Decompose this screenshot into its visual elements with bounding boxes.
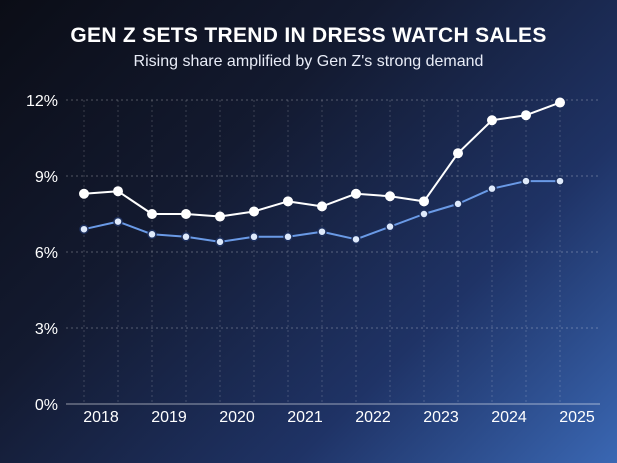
- data-point: [283, 196, 293, 207]
- data-point: [487, 183, 497, 194]
- data-point: [249, 232, 259, 242]
- data-point: [521, 176, 531, 186]
- x-tick-label: 2025: [559, 409, 595, 426]
- chart-title: GEN Z SETS TREND IN DRESS WATCH SALES: [70, 24, 547, 47]
- data-point: [181, 209, 191, 219]
- y-tick-label: 12%: [26, 93, 58, 110]
- data-point: [317, 201, 327, 212]
- data-point: [419, 196, 429, 207]
- data-point: [79, 224, 89, 234]
- x-tick-label: 2020: [219, 409, 255, 426]
- data-point: [521, 110, 531, 121]
- data-point: [215, 211, 225, 222]
- data-point: [113, 186, 123, 197]
- x-tick-label: 2022: [355, 409, 391, 426]
- y-axis-ticks: 0% 3% 6% 9% 12%: [26, 93, 58, 414]
- data-point: [147, 209, 157, 219]
- data-point: [317, 226, 327, 237]
- data-point: [453, 148, 463, 159]
- data-point: [249, 206, 259, 217]
- data-point: [113, 216, 123, 227]
- x-axis-ticks: 2018 2019 2020 2021 2022 2023 2024 2025: [83, 409, 595, 426]
- data-point: [487, 115, 497, 126]
- data-point: [351, 188, 361, 199]
- y-tick-label: 9%: [35, 169, 58, 186]
- data-point: [385, 191, 395, 202]
- data-point: [79, 188, 89, 199]
- data-point: [385, 221, 395, 232]
- series-2: [79, 176, 565, 247]
- x-tick-label: 2024: [491, 409, 527, 426]
- x-tick-label: 2019: [151, 409, 187, 426]
- chart-subtitle: Rising share amplified by Gen Z's strong…: [133, 53, 484, 70]
- series-1: [79, 97, 565, 222]
- data-point: [555, 176, 565, 186]
- x-tick-label: 2023: [423, 409, 459, 426]
- series-lines: [79, 97, 565, 247]
- x-tick-label: 2021: [287, 409, 323, 426]
- data-point: [453, 199, 463, 209]
- data-point: [215, 237, 225, 247]
- data-point: [555, 97, 565, 108]
- data-point: [147, 229, 157, 240]
- data-point: [351, 234, 361, 245]
- data-point: [419, 209, 429, 219]
- y-tick-label: 6%: [35, 245, 58, 262]
- y-tick-label: 0%: [35, 397, 58, 414]
- data-point: [283, 232, 293, 242]
- y-tick-label: 3%: [35, 321, 58, 338]
- data-point: [181, 232, 191, 242]
- x-tick-label: 2018: [83, 409, 119, 426]
- grid-lines: [66, 99, 600, 405]
